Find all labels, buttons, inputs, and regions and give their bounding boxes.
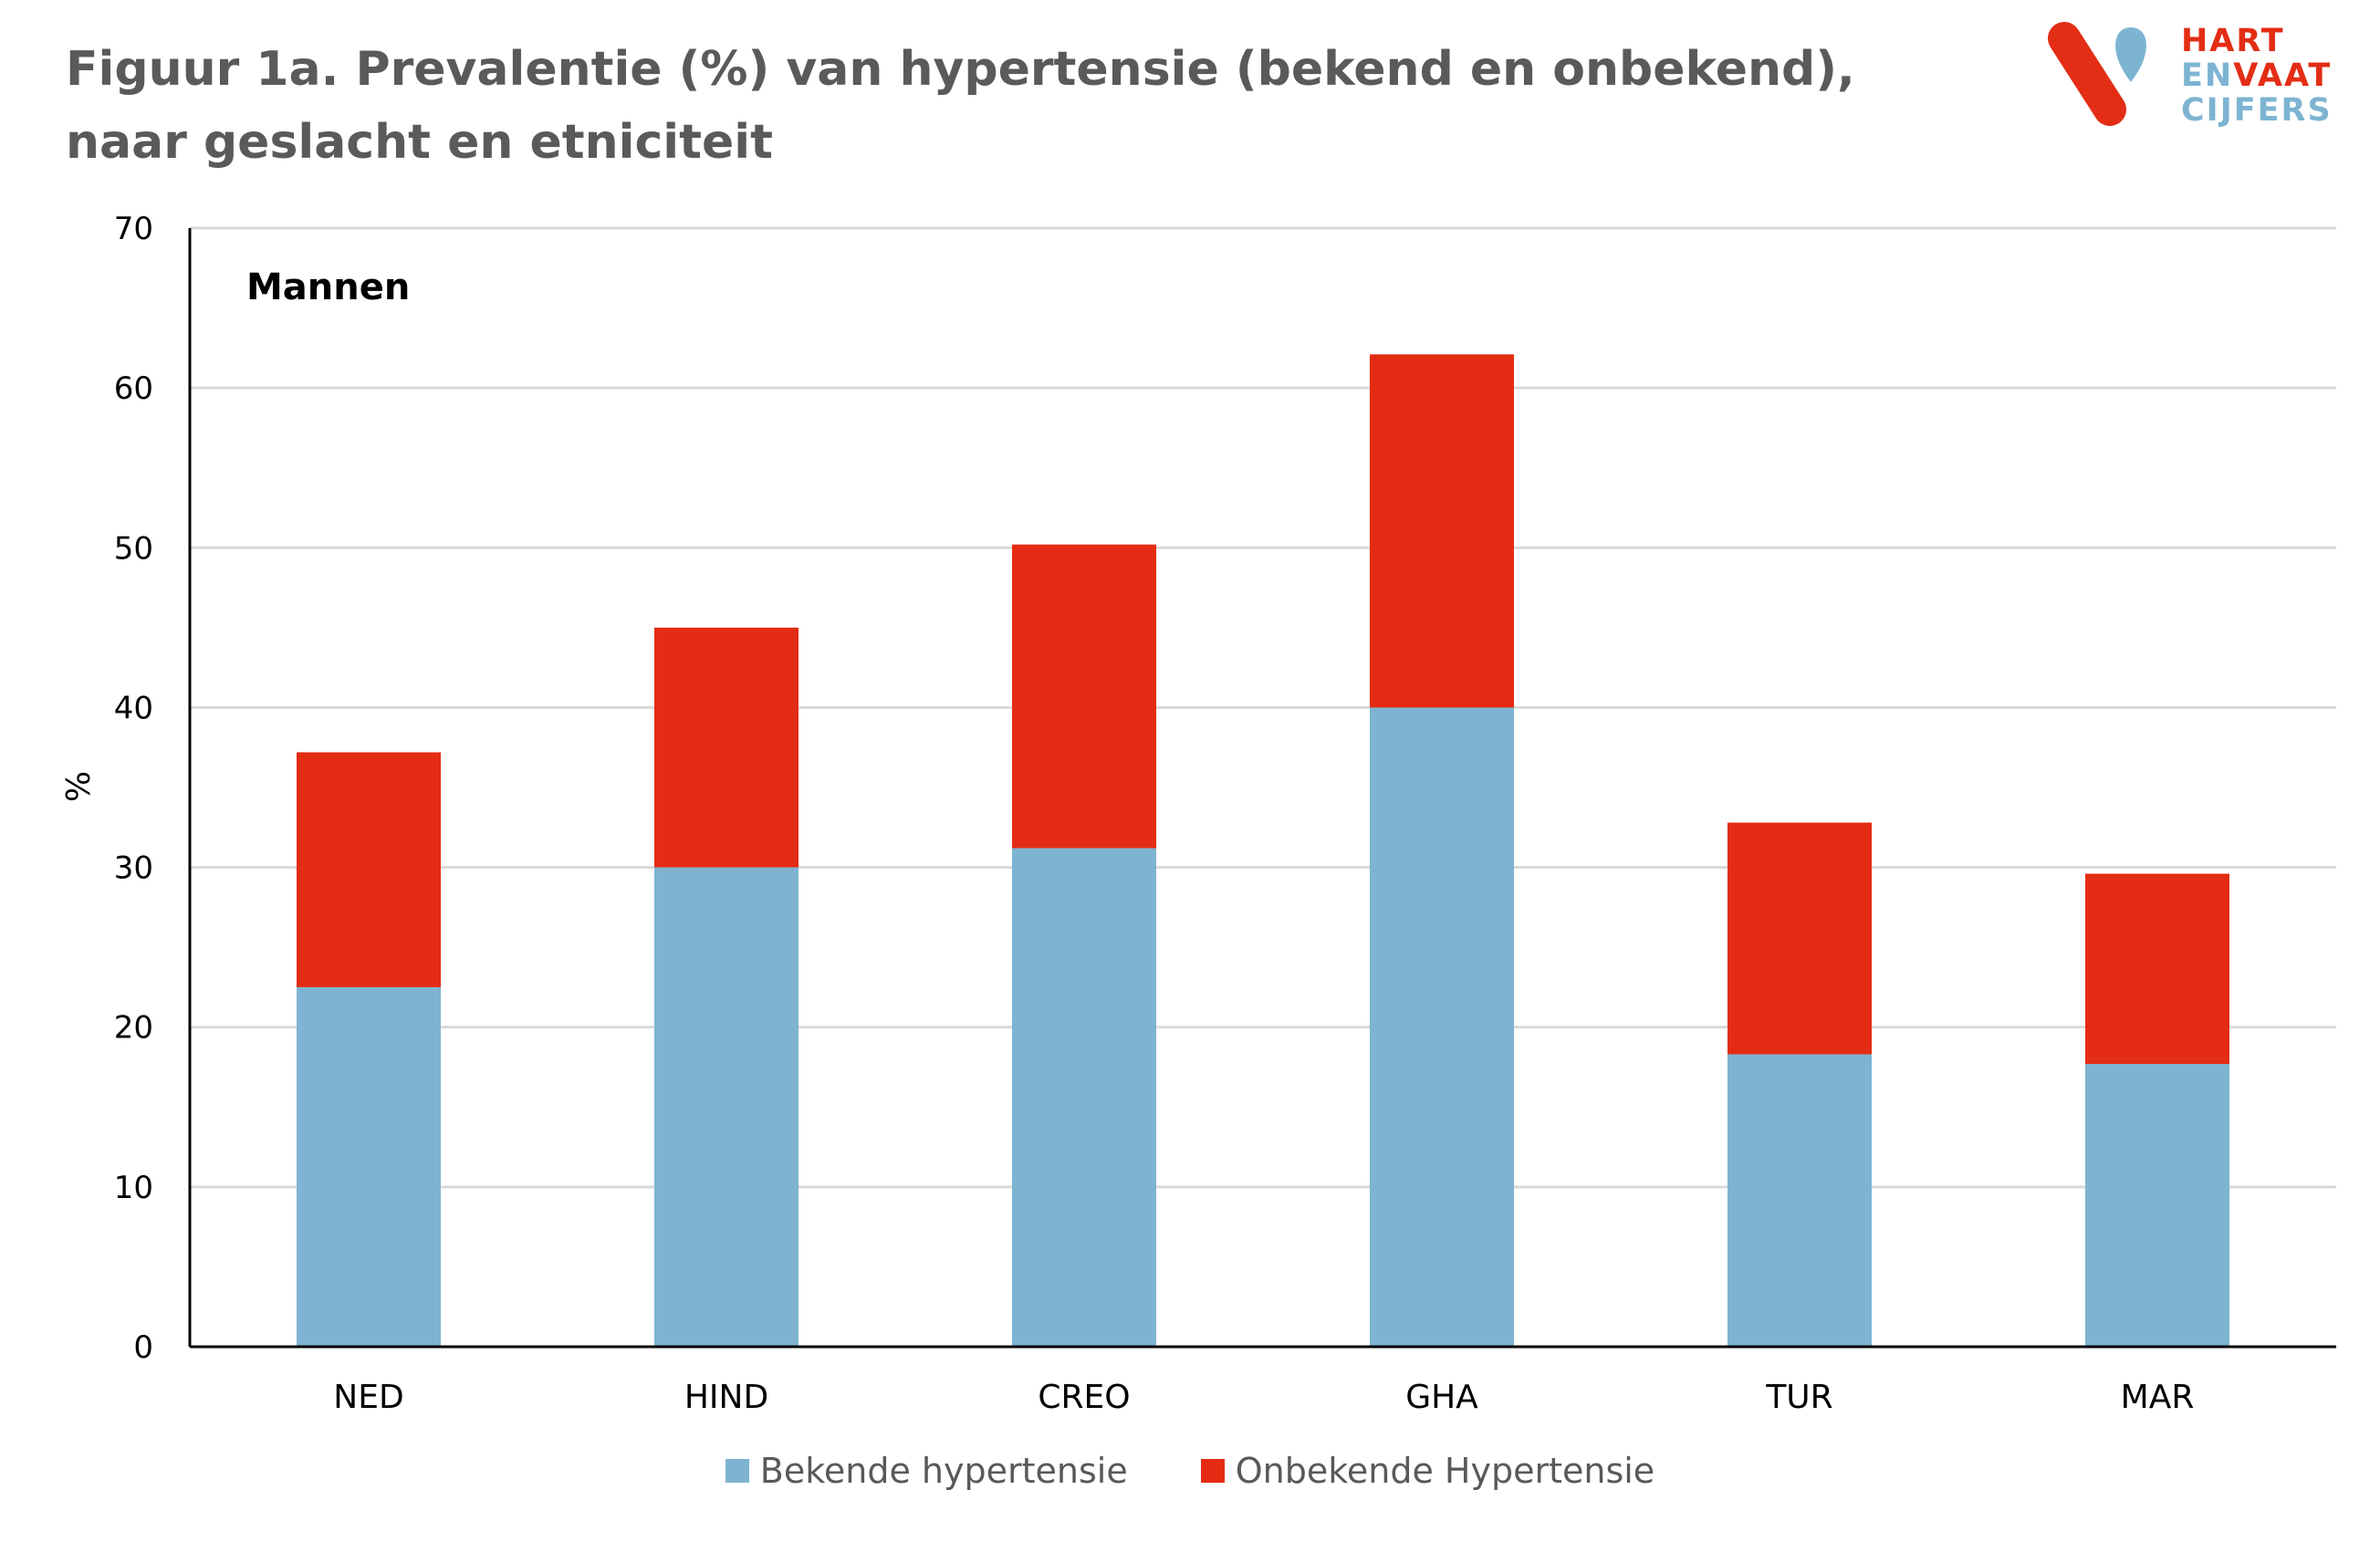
bar-gha-unknown bbox=[1370, 354, 1514, 708]
bar-ned-unknown bbox=[297, 752, 441, 987]
legend-item-unknown: Onbekende Hypertensie bbox=[1200, 1451, 1655, 1491]
legend: Bekende hypertensie Onbekende Hypertensi… bbox=[0, 1451, 2380, 1491]
panel-label: Mannen bbox=[246, 266, 410, 308]
y-tick-label-30: 30 bbox=[114, 850, 153, 887]
bar-gha-known bbox=[1370, 707, 1514, 1347]
bars bbox=[297, 354, 2229, 1347]
heart-vessel-logo-icon bbox=[2048, 22, 2146, 126]
y-tick-label-10: 10 bbox=[114, 1170, 153, 1206]
gridlines bbox=[190, 226, 2336, 1189]
logo-text-hart: HART bbox=[2181, 23, 2285, 59]
legend-item-known: Bekende hypertensie bbox=[725, 1451, 1128, 1491]
bar-creo-known bbox=[1012, 848, 1156, 1347]
chart-title: Figuur 1a. Prevalentie (%) van hypertens… bbox=[66, 42, 1855, 170]
x-tick-label-tur: TUR bbox=[1765, 1379, 1832, 1416]
x-tick-label-hind: HIND bbox=[684, 1379, 768, 1416]
legend-label-unknown: Onbekende Hypertensie bbox=[1235, 1451, 1655, 1491]
x-tick-label-mar: MAR bbox=[2121, 1379, 2195, 1416]
x-tick-label-ned: NED bbox=[333, 1379, 403, 1416]
y-tick-label-50: 50 bbox=[114, 530, 153, 567]
axes bbox=[188, 228, 2336, 1349]
x-tick-label-gha: GHA bbox=[1405, 1379, 1478, 1416]
y-axis-label: % bbox=[60, 771, 98, 802]
logo-text-vaat: VAAT bbox=[2233, 57, 2333, 94]
y-tick-label-60: 60 bbox=[114, 370, 153, 407]
y-tick-label-70: 70 bbox=[114, 211, 153, 247]
logo-text-en: EN bbox=[2181, 57, 2234, 94]
bar-ned-known bbox=[297, 986, 441, 1347]
y-tick-label-40: 40 bbox=[114, 690, 153, 726]
bar-hind-unknown bbox=[654, 627, 799, 868]
bar-mar-known bbox=[2085, 1063, 2229, 1347]
labels: 0 10 20 30 40 50 60 70 NED HIND CREO GHA TUR MAR% Mann… bbox=[60, 211, 2194, 1416]
y-tick-label-20: 20 bbox=[114, 1010, 153, 1047]
x-tick-label-creo: CREO bbox=[1038, 1379, 1130, 1416]
y-tick-label-0: 0 bbox=[133, 1329, 153, 1366]
bar-tur-unknown bbox=[1728, 822, 1872, 1055]
legend-label-known: Bekende hypertensie bbox=[759, 1451, 1128, 1491]
legend-swatch-unknown bbox=[1200, 1459, 1225, 1483]
bar-hind-known bbox=[654, 867, 799, 1347]
bar-tur-known bbox=[1728, 1054, 1872, 1347]
legend-swatch-known bbox=[725, 1459, 749, 1483]
bar-mar-unknown bbox=[2085, 873, 2229, 1064]
logo-text-cijfers: CIJFERS bbox=[2181, 92, 2333, 129]
bar-creo-unknown bbox=[1012, 544, 1156, 849]
hart-en-vaat-cijfers-logo: HART ENVAAT CIJFERS bbox=[2044, 18, 2354, 137]
